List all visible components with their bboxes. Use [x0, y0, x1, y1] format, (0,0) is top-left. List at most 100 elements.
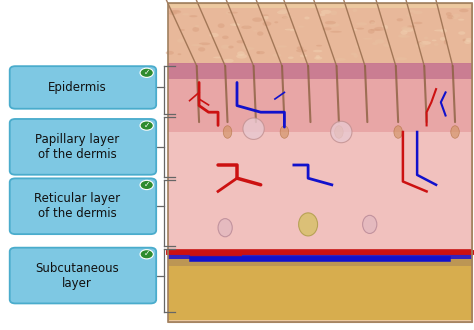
Ellipse shape	[335, 126, 343, 138]
Ellipse shape	[369, 20, 375, 24]
Bar	[168, 254, 472, 266]
Ellipse shape	[218, 23, 225, 28]
Ellipse shape	[226, 11, 234, 15]
Ellipse shape	[330, 121, 352, 143]
Ellipse shape	[406, 14, 413, 17]
Ellipse shape	[415, 43, 426, 48]
Ellipse shape	[189, 15, 198, 17]
Ellipse shape	[413, 11, 423, 14]
FancyBboxPatch shape	[9, 178, 156, 234]
Text: Reticular layer
of the dermis: Reticular layer of the dermis	[34, 192, 120, 220]
Ellipse shape	[401, 30, 408, 35]
Ellipse shape	[458, 19, 465, 21]
Bar	[168, 249, 472, 259]
Ellipse shape	[314, 56, 322, 60]
Ellipse shape	[223, 59, 234, 63]
Ellipse shape	[321, 10, 332, 14]
Ellipse shape	[285, 29, 293, 30]
Ellipse shape	[313, 50, 322, 52]
Ellipse shape	[192, 27, 199, 32]
Ellipse shape	[322, 27, 332, 30]
Ellipse shape	[407, 25, 415, 27]
Circle shape	[140, 180, 153, 190]
Ellipse shape	[241, 25, 252, 29]
Ellipse shape	[198, 47, 205, 51]
Ellipse shape	[230, 23, 240, 26]
Ellipse shape	[283, 17, 294, 19]
Ellipse shape	[177, 53, 182, 55]
Ellipse shape	[371, 22, 376, 25]
Ellipse shape	[352, 9, 357, 12]
Ellipse shape	[300, 54, 307, 57]
Ellipse shape	[296, 49, 307, 52]
Bar	[168, 3, 472, 322]
Circle shape	[140, 249, 153, 259]
Text: ✓: ✓	[144, 68, 150, 77]
Ellipse shape	[244, 25, 250, 29]
Ellipse shape	[401, 26, 411, 31]
Circle shape	[140, 121, 153, 130]
Text: ✓: ✓	[144, 249, 150, 258]
Ellipse shape	[459, 9, 469, 12]
Ellipse shape	[458, 31, 465, 35]
Ellipse shape	[234, 23, 239, 26]
Ellipse shape	[383, 44, 391, 47]
Ellipse shape	[228, 12, 238, 14]
Ellipse shape	[243, 47, 255, 50]
Ellipse shape	[444, 40, 448, 45]
Ellipse shape	[257, 31, 264, 36]
Ellipse shape	[417, 41, 423, 45]
Ellipse shape	[221, 45, 230, 49]
Ellipse shape	[465, 38, 472, 42]
Ellipse shape	[256, 51, 260, 54]
Ellipse shape	[223, 126, 232, 138]
Ellipse shape	[222, 36, 228, 39]
Ellipse shape	[446, 12, 452, 16]
Ellipse shape	[253, 30, 257, 32]
Ellipse shape	[169, 12, 177, 15]
Text: Subcutaneous
layer: Subcutaneous layer	[36, 262, 119, 289]
Ellipse shape	[279, 9, 290, 13]
Ellipse shape	[252, 17, 263, 22]
Ellipse shape	[440, 37, 447, 41]
Ellipse shape	[243, 118, 264, 139]
Ellipse shape	[356, 44, 360, 48]
Ellipse shape	[237, 40, 245, 43]
Text: Epidermis: Epidermis	[48, 81, 107, 94]
Ellipse shape	[189, 60, 198, 62]
Ellipse shape	[199, 43, 210, 45]
Ellipse shape	[277, 11, 287, 14]
Ellipse shape	[328, 23, 340, 27]
Ellipse shape	[171, 10, 181, 14]
Ellipse shape	[213, 56, 222, 58]
Ellipse shape	[319, 13, 326, 16]
Ellipse shape	[277, 45, 287, 48]
Ellipse shape	[257, 51, 265, 54]
Ellipse shape	[463, 39, 466, 42]
Ellipse shape	[180, 29, 185, 31]
Ellipse shape	[325, 21, 336, 24]
Ellipse shape	[316, 55, 320, 59]
Ellipse shape	[299, 213, 318, 236]
Ellipse shape	[166, 51, 174, 55]
Ellipse shape	[408, 10, 416, 13]
Ellipse shape	[464, 40, 471, 44]
Ellipse shape	[447, 15, 454, 19]
Text: ✓: ✓	[144, 121, 150, 130]
Bar	[168, 63, 472, 79]
Ellipse shape	[354, 29, 357, 31]
Ellipse shape	[374, 27, 385, 31]
Ellipse shape	[452, 16, 458, 19]
Ellipse shape	[419, 41, 431, 45]
Ellipse shape	[264, 16, 269, 20]
Ellipse shape	[210, 33, 219, 37]
Ellipse shape	[237, 51, 245, 56]
Ellipse shape	[363, 215, 377, 234]
Ellipse shape	[368, 29, 374, 34]
Ellipse shape	[298, 26, 304, 28]
Ellipse shape	[432, 40, 437, 41]
Ellipse shape	[263, 21, 272, 26]
Bar	[168, 132, 472, 251]
Ellipse shape	[262, 15, 269, 16]
Ellipse shape	[451, 126, 459, 138]
